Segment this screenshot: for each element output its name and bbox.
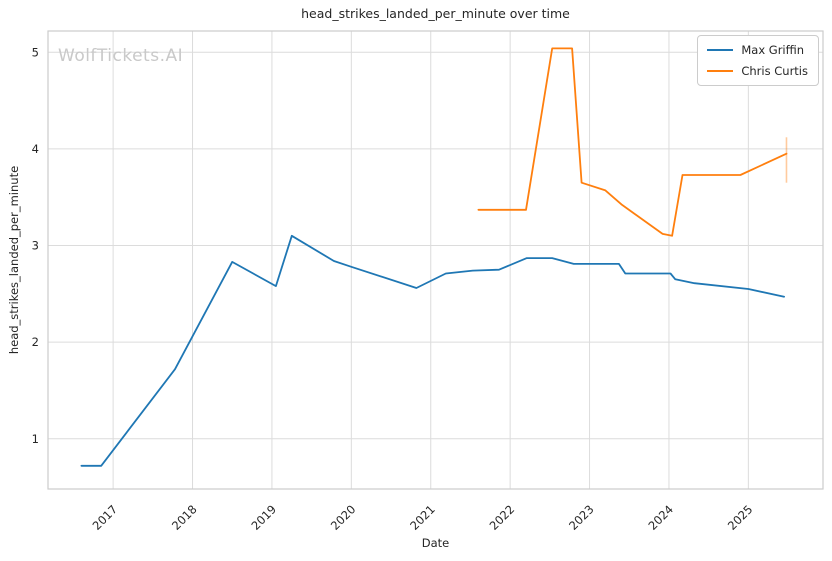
x-tick-label: 2019	[248, 502, 279, 533]
chart-title: head_strikes_landed_per_minute over time	[301, 6, 570, 21]
x-tick-label: 2023	[566, 502, 597, 533]
x-tick-label: 2017	[90, 502, 121, 533]
y-tick-label: 1	[32, 432, 39, 446]
y-tick-label: 3	[32, 239, 39, 253]
legend-item-chris-curtis: Chris Curtis	[707, 64, 808, 78]
x-tick-label: 2021	[407, 502, 438, 533]
x-tick-label: 2022	[487, 502, 518, 533]
legend-item-max-griffin: Max Griffin	[707, 43, 808, 57]
legend: Max Griffin Chris Curtis	[697, 35, 819, 86]
x-tick-label: 2024	[645, 502, 676, 533]
legend-label-max-griffin: Max Griffin	[741, 43, 805, 57]
plot-border	[47, 30, 824, 490]
y-axis-label: head_strikes_landed_per_minute	[7, 165, 21, 355]
series-line-chris-curtis	[477, 47, 788, 237]
watermark: WolfTickets.AI	[58, 46, 184, 66]
y-tick-label: 2	[32, 335, 39, 349]
x-axis-label: Date	[421, 536, 450, 550]
x-tick-label: 2018	[169, 502, 200, 533]
y-tick-label: 4	[32, 142, 39, 156]
y-tick-label: 5	[32, 45, 39, 59]
x-tick-label: 2025	[725, 502, 756, 533]
x-tick-label: 2020	[328, 502, 359, 533]
series-line-max-griffin	[80, 234, 785, 467]
legend-label-chris-curtis: Chris Curtis	[741, 64, 808, 78]
legend-line-sample-blue	[707, 49, 734, 51]
legend-line-sample-orange	[707, 70, 734, 72]
